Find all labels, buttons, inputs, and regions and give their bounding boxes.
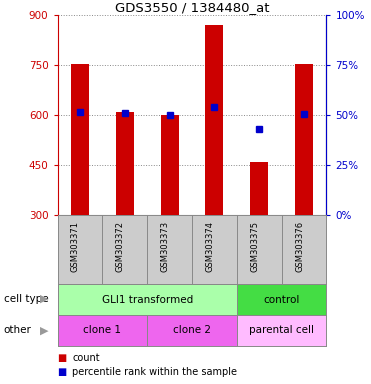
Text: parental cell: parental cell (249, 325, 314, 335)
Bar (206, 25, 223, 215)
Text: ▶: ▶ (40, 325, 48, 335)
Bar (58, 315, 147, 346)
Bar (237, 284, 326, 315)
Text: ■: ■ (58, 367, 67, 377)
Text: other: other (4, 325, 32, 335)
Text: ▶: ▶ (40, 294, 48, 304)
Bar (295, 64, 313, 215)
Bar (147, 315, 237, 346)
Text: GSM303372: GSM303372 (116, 220, 125, 271)
Bar (116, 112, 134, 215)
Text: GSM303375: GSM303375 (250, 220, 259, 271)
Text: count: count (72, 353, 100, 363)
Text: GSM303373: GSM303373 (161, 220, 170, 272)
Bar (161, 115, 178, 215)
Bar (250, 162, 268, 215)
Text: clone 2: clone 2 (173, 325, 211, 335)
Bar (58, 284, 237, 315)
Text: control: control (263, 295, 300, 305)
Text: ■: ■ (58, 353, 67, 363)
Text: GSM303376: GSM303376 (295, 220, 304, 272)
Text: GLI1 transformed: GLI1 transformed (102, 295, 193, 305)
Text: cell type: cell type (4, 294, 48, 304)
Text: GSM303374: GSM303374 (206, 220, 214, 271)
Bar (237, 315, 326, 346)
Title: GDS3550 / 1384480_at: GDS3550 / 1384480_at (115, 1, 269, 14)
Bar (71, 64, 89, 215)
Text: GSM303371: GSM303371 (71, 220, 80, 271)
Text: clone 1: clone 1 (83, 325, 121, 335)
Text: percentile rank within the sample: percentile rank within the sample (72, 367, 237, 377)
